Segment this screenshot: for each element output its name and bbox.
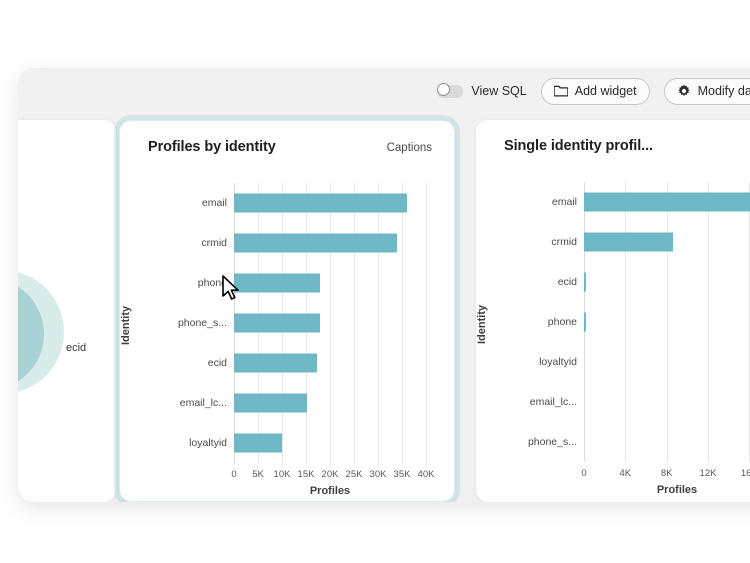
venn-chart: ecid [18, 120, 116, 450]
widget-card-profiles-by-identity[interactable]: Profiles by identity Captions Identity em… [119, 120, 455, 502]
x-axis-tick-label: 5K [252, 469, 264, 480]
bar[interactable] [584, 272, 587, 292]
card-header-profiles: Profiles by identity Captions [120, 121, 454, 155]
page-title-single: Single identity profil... [504, 138, 653, 154]
toggle-switch-icon[interactable] [437, 83, 464, 98]
widget-card-single-identity-profiles[interactable]: Single identity profil... Identity email c… [476, 120, 750, 502]
y-axis-tick-label: phone [197, 277, 227, 289]
x-axis-tick-label: 10K [273, 469, 291, 480]
bar[interactable] [584, 192, 750, 212]
gridline [402, 183, 403, 463]
x-axis-tick-label: 0 [581, 468, 587, 479]
gridline [378, 183, 379, 463]
y-axis-tick-label: phone_s... [177, 317, 227, 329]
y-axis-tick-label: phone_s... [527, 436, 577, 448]
y-axis-tick-label: phone [547, 316, 577, 328]
card-header-single: Single identity profil... [476, 120, 750, 154]
bar[interactable] [234, 273, 321, 293]
gridline [354, 183, 355, 463]
y-axis-tick-label: crmid [201, 237, 227, 249]
y-axis-tick-label: email_lc... [179, 397, 227, 409]
venn-circle-label: ecid [66, 342, 87, 354]
y-axis-tick-label: ecid [207, 357, 227, 369]
gridline [330, 183, 331, 463]
bar[interactable] [234, 433, 282, 453]
view-sql-label: View SQL [471, 84, 527, 98]
y-axis-tick-label: loyaltyid [189, 437, 227, 449]
y-axis-tick-label: email_lc... [529, 396, 577, 408]
add-widget-label: Add widget [574, 84, 637, 98]
x-axis-tick-label: 0 [231, 469, 237, 480]
x-axis-tick-label: 35K [393, 469, 411, 480]
bar[interactable] [584, 312, 586, 332]
bar[interactable] [234, 353, 318, 373]
dashboard-window: View SQL Add widget Modify dash [18, 68, 750, 502]
x-axis-tick-label: 8K [660, 468, 673, 479]
bar[interactable] [584, 232, 673, 252]
y-axis-tick-label: loyaltyid [539, 356, 577, 368]
widget-card-venn[interactable]: ecid [18, 120, 116, 502]
plot-area [234, 183, 427, 463]
dashboard-toolbar: View SQL Add widget Modify dash [18, 68, 750, 114]
y-axis-tick-label: crmid [551, 236, 577, 248]
x-axis-tick-label: 4K [619, 468, 632, 479]
modify-dashboard-label: Modify dash [697, 84, 750, 98]
y-axis-tick-label: email [201, 197, 227, 209]
x-axis-tick-label: 30K [369, 469, 387, 480]
x-axis-tick-label: 12K [699, 468, 717, 479]
bar[interactable] [234, 193, 407, 213]
y-axis-tick-label: email [551, 196, 577, 208]
bar[interactable] [234, 393, 307, 413]
x-axis-tick-label: 40K [417, 469, 435, 480]
x-axis-title: Profiles [656, 484, 698, 496]
x-axis-tick-label: 15K [297, 469, 315, 480]
gridline [625, 182, 627, 462]
y-axis-tick-label: ecid [557, 276, 577, 288]
x-axis-tick-label: 16K [740, 468, 750, 479]
x-axis-title: Profiles [309, 485, 351, 497]
bar[interactable] [234, 313, 321, 333]
gridline [708, 182, 709, 462]
gridline [666, 182, 668, 462]
folder-icon [553, 85, 568, 97]
captions-link[interactable]: Captions [386, 142, 432, 154]
page-title-profiles: Profiles by identity [148, 139, 276, 155]
bar-chart-single-identity-profiles: Identity email crmid ecid phone loyaltyid emai… [476, 172, 750, 502]
bar-chart-profiles-by-identity: Identity email crmid phone phone_s... ecid ema… [120, 173, 454, 501]
modify-dashboard-button[interactable]: Modify dash [663, 77, 750, 105]
widget-card-strip: ecid Profiles by identity Captions Ident… [18, 114, 750, 502]
add-widget-button[interactable]: Add widget [540, 77, 650, 105]
gear-icon [677, 84, 691, 98]
plot-area [584, 182, 750, 462]
gridline [426, 183, 427, 463]
bar[interactable] [234, 233, 398, 253]
x-axis-tick-label: 25K [345, 469, 363, 480]
toolbar-actions: View SQL Add widget Modify dash [437, 77, 750, 105]
view-sql-toggle[interactable]: View SQL [437, 83, 527, 98]
x-axis-tick-label: 20K [321, 469, 339, 480]
